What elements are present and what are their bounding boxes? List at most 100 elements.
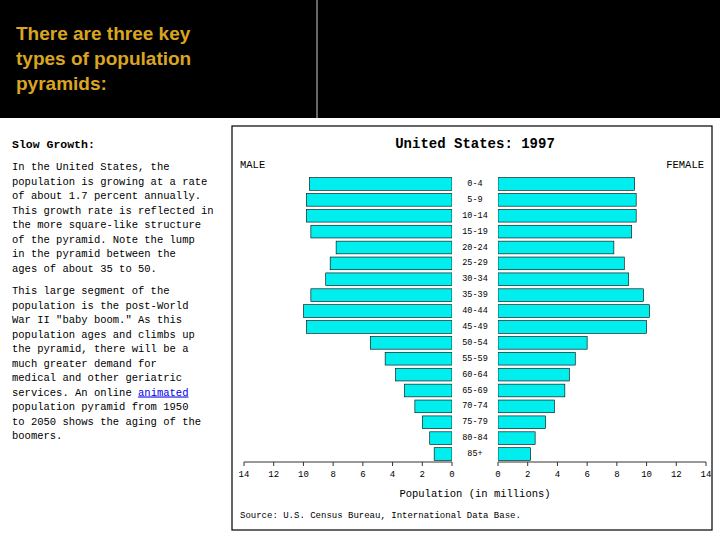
paragraph-line: population is the post-World: [12, 300, 188, 312]
paragraph-line: boomers.: [12, 430, 62, 442]
paragraph-line: much greater demand for: [12, 358, 157, 370]
bar: [498, 432, 535, 445]
paragraph-line: population is growing at a rate: [12, 176, 207, 188]
paragraph-line: population ages and climbs up: [12, 329, 195, 341]
paragraph: This large segment of the population is t…: [12, 285, 195, 399]
series-label: MALE: [240, 159, 265, 171]
tick-label: 6: [584, 470, 589, 480]
category-label: 15-19: [462, 227, 488, 237]
paragraph-line: ages of about 35 to 50.: [12, 263, 157, 275]
paragraph-line: This growth rate is reflected in: [12, 205, 214, 217]
bar: [498, 400, 554, 413]
paragraph-line: services. An online: [12, 387, 138, 399]
tick-label: 10: [641, 470, 652, 480]
paragraph-line: This large segment of the: [12, 285, 170, 297]
bar: [498, 209, 636, 222]
paragraph: In the United States, the population is g…: [12, 161, 214, 275]
bar: [498, 448, 531, 461]
bar: [326, 273, 452, 286]
bar: [306, 193, 452, 206]
bar: [306, 209, 452, 222]
tick-mark: [303, 462, 304, 466]
header-title: There are three keytypes of populationpy…: [16, 23, 191, 94]
bar: [434, 448, 452, 461]
tick-label: 12: [268, 470, 279, 480]
category-label: 5-9: [467, 195, 482, 205]
category-label: 45-49: [462, 322, 488, 332]
category-label: 25-29: [462, 258, 488, 268]
tick-label: 2: [525, 470, 530, 480]
section-label: Slow Growth:: [12, 138, 95, 151]
bar: [430, 432, 452, 445]
pyramid-frame: [232, 126, 712, 530]
tick-label: 4: [390, 470, 395, 480]
paragraph-line: of about 1.7 percent annually.: [12, 190, 201, 202]
bar: [498, 416, 546, 429]
category-label: 30-34: [462, 274, 488, 284]
tick-label: 8: [614, 470, 619, 480]
category-label: 40-44: [462, 306, 488, 316]
bar: [336, 241, 452, 254]
category-label: 20-24: [462, 243, 488, 253]
male-bars: [303, 178, 452, 461]
tick-mark: [244, 462, 245, 466]
tick-mark: [646, 462, 647, 466]
bar: [303, 305, 452, 318]
category-label: 75-79: [462, 417, 488, 427]
tick-mark: [273, 462, 274, 466]
tick-mark: [392, 462, 393, 466]
link-text[interactable]: animated: [138, 387, 188, 399]
paragraph-line: In the United States, the: [12, 161, 170, 173]
category-label: 60-64: [462, 370, 488, 380]
tick-mark: [706, 462, 707, 466]
bar: [311, 225, 452, 238]
category-label: 85+: [467, 449, 482, 459]
paragraph-line: in the pyramid between the: [12, 248, 176, 260]
bar: [498, 321, 647, 334]
x-axis-line: [498, 462, 706, 463]
tick-mark: [676, 462, 677, 466]
tick-label: 2: [420, 470, 425, 480]
tick-label: 8: [330, 470, 335, 480]
paragraph-line: population pyramid from 1950: [12, 401, 188, 413]
tick-mark: [587, 462, 588, 466]
tick-label: 0: [449, 470, 454, 480]
category-label: 0-4: [467, 179, 482, 189]
bar: [306, 321, 452, 334]
bar: [311, 289, 452, 302]
tick-label: 10: [298, 470, 309, 480]
bar: [415, 400, 452, 413]
category-label: 70-74: [462, 401, 488, 411]
chart-root: There are three keytypes of populationpy…: [0, 0, 720, 540]
tick-mark: [557, 462, 558, 466]
tick-mark: [452, 462, 453, 466]
bar: [309, 178, 452, 191]
paragraph-line: the more square-like structure: [12, 219, 201, 231]
bar: [422, 416, 452, 429]
x-axis-line: [244, 462, 452, 463]
category-label: 50-54: [462, 338, 488, 348]
bar: [396, 368, 452, 381]
tick-mark: [527, 462, 528, 466]
bar: [404, 384, 452, 397]
header-bar: [0, 0, 720, 118]
header-divider: [316, 0, 318, 118]
tick-mark: [422, 462, 423, 466]
paragraph-line: War II "baby boom." As this: [12, 314, 182, 326]
bar: [498, 305, 650, 318]
tick-label: 12: [671, 470, 682, 480]
bar: [385, 352, 452, 365]
bar: [498, 336, 587, 349]
tick-label: 4: [555, 470, 560, 480]
bar: [498, 368, 569, 381]
bar: [498, 178, 635, 191]
tick-label: 0: [495, 470, 500, 480]
header-title-line: types of population: [16, 48, 191, 69]
chart-title: United States: 1997: [395, 136, 555, 152]
bar: [498, 225, 632, 238]
female-bars: [498, 178, 650, 461]
category-label: 10-14: [462, 211, 488, 221]
paragraph-line: medical and other geriatric: [12, 372, 182, 384]
bar: [498, 273, 629, 286]
tick-mark: [616, 462, 617, 466]
